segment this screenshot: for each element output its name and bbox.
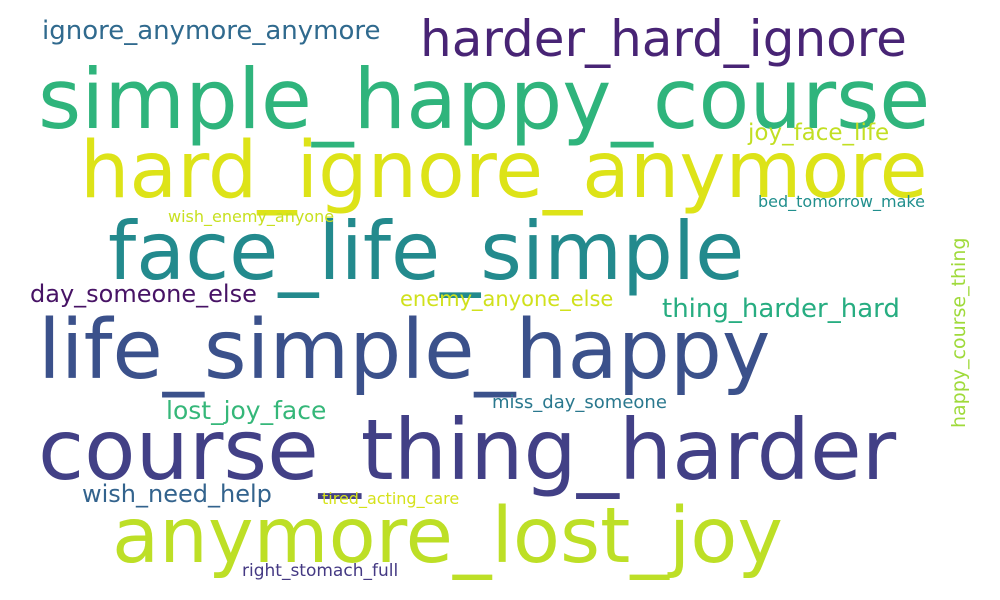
word-face-life-simple: face_life_simple (108, 205, 745, 298)
word-lost-joy-face: lost_joy_face (166, 396, 327, 425)
word-enemy-anyone-else: enemy_anyone_else (400, 287, 614, 311)
word-life-simple-happy: life_simple_happy (38, 303, 771, 398)
word-anymore-lost-joy: anymore_lost_joy (112, 492, 783, 581)
word-course-thing-harder: course_thing_harder (38, 401, 897, 499)
word-miss-day-someone: miss_day_someone (492, 392, 667, 413)
word-tired-acting-care: tired_acting_care (322, 489, 460, 508)
word-simple-happy-course: simple_happy_course (38, 51, 931, 148)
word-harder-hard-ignore: harder_hard_ignore (420, 10, 907, 68)
word-thing-harder-hard: thing_harder_hard (662, 294, 900, 324)
word-wish-need-help: wish_need_help (82, 480, 272, 508)
word-bed-tomorrow-make: bed_tomorrow_make (758, 192, 925, 211)
word-joy-face-life: joy_face_life (748, 120, 890, 146)
word-day-someone-else: day_someone_else (30, 280, 257, 308)
word-right-stomach-full: right_stomach_full (242, 561, 399, 581)
word-hard-ignore-anymore: hard_ignore_anymore (80, 126, 928, 216)
word-wish-enemy-anyone: wish_enemy_anyone (168, 207, 335, 226)
word-happy-course-thing: happy_course_thing (948, 237, 970, 428)
word-ignore-anymore-anymore: ignore_anymore_anymore (42, 16, 381, 46)
